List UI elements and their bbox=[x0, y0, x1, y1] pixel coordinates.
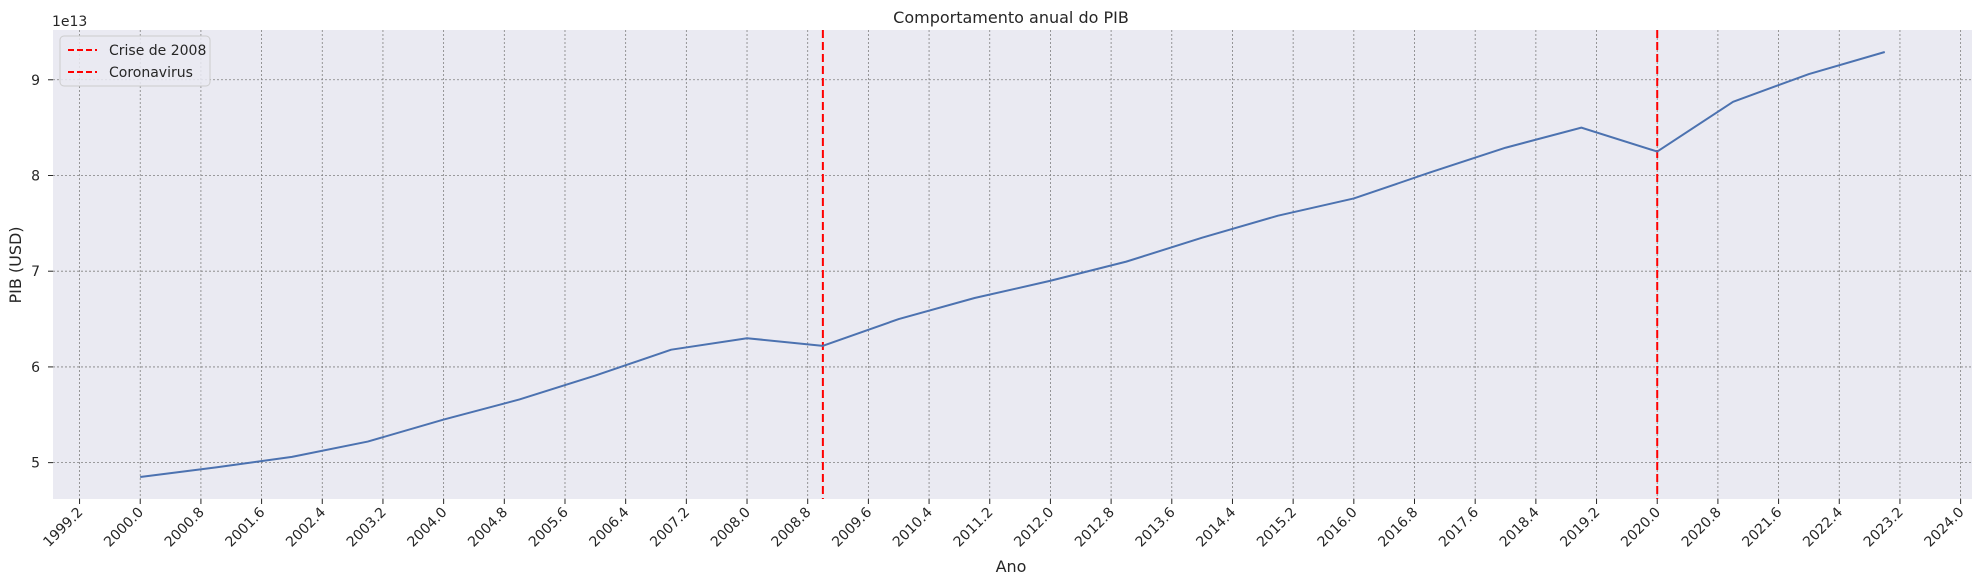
x-tick-label: 2000.8 bbox=[162, 505, 208, 551]
x-tick-label: 2010.4 bbox=[890, 504, 936, 550]
x-tick-label: 2022.4 bbox=[1800, 504, 1846, 550]
y-tick-label: 7 bbox=[31, 264, 40, 280]
y-axis-offset-label: 1e13 bbox=[52, 14, 87, 30]
y-axis-ticks: 5 6 7 8 9 bbox=[31, 73, 53, 472]
x-tick-label: 2004.8 bbox=[465, 505, 511, 551]
x-tick-label: 2009.6 bbox=[829, 504, 875, 550]
x-tick-label: 2015.2 bbox=[1254, 505, 1300, 551]
x-tick-label: 2003.2 bbox=[344, 505, 390, 551]
x-tick-label: 2005.6 bbox=[526, 504, 572, 550]
x-tick-label: 2013.6 bbox=[1133, 504, 1179, 550]
x-tick-label: 2023.2 bbox=[1861, 505, 1907, 551]
x-tick-label: 2016.0 bbox=[1315, 505, 1361, 551]
y-tick-label: 6 bbox=[31, 360, 40, 376]
x-tick-label: 2008.0 bbox=[708, 505, 754, 551]
x-tick-label: 2019.2 bbox=[1557, 505, 1603, 551]
x-tick-label: 2001.6 bbox=[222, 504, 268, 550]
chart-title: Comportamento anual do PIB bbox=[893, 8, 1129, 27]
x-axis-title: Ano bbox=[996, 557, 1027, 576]
series-line-pib bbox=[140, 51, 1886, 478]
y-axis-title: PIB (USD) bbox=[6, 226, 25, 303]
legend-box bbox=[59, 35, 211, 87]
x-tick-label: 2016.8 bbox=[1375, 505, 1421, 551]
event-lines bbox=[821, 30, 1659, 499]
x-tick-label: 2007.2 bbox=[647, 505, 693, 551]
plot-area bbox=[53, 30, 1972, 499]
x-tick-label: 2014.4 bbox=[1193, 504, 1239, 550]
x-tick-label: 2024.0 bbox=[1921, 505, 1967, 551]
x-tick-label: 2004.0 bbox=[404, 505, 450, 551]
x-tick-label: 2002.4 bbox=[283, 504, 329, 550]
x-tick-label: 1999.2 bbox=[40, 505, 86, 551]
series bbox=[140, 51, 1886, 478]
x-tick-label: 2020.8 bbox=[1679, 505, 1725, 551]
x-tick-label: 2008.8 bbox=[769, 505, 815, 551]
y-tick-label: 5 bbox=[31, 456, 40, 472]
legend-label-crisis: Crise de 2008 bbox=[109, 43, 206, 59]
y-tick-label: 9 bbox=[31, 73, 40, 89]
x-tick-label: 2012.0 bbox=[1011, 505, 1057, 551]
x-tick-label: 2020.0 bbox=[1618, 505, 1664, 551]
x-tick-label: 2006.4 bbox=[587, 504, 633, 550]
legend: Crise de 2008 Coronavirus bbox=[59, 35, 211, 87]
legend-label-coronavirus: Coronavirus bbox=[109, 65, 193, 81]
x-tick-label: 2000.0 bbox=[101, 505, 147, 551]
x-tick-label: 2021.6 bbox=[1739, 504, 1785, 550]
x-axis-ticks: 1999.2 2000.0 2000.8 2001.6 2002.4 2003.2 2004… bbox=[40, 499, 1967, 550]
x-tick-label: 2012.8 bbox=[1072, 505, 1118, 551]
x-tick-label: 2017.6 bbox=[1436, 504, 1482, 550]
x-tick-label: 2011.2 bbox=[951, 505, 997, 551]
x-tick-label: 2018.4 bbox=[1497, 504, 1543, 550]
y-tick-label: 8 bbox=[31, 168, 40, 184]
